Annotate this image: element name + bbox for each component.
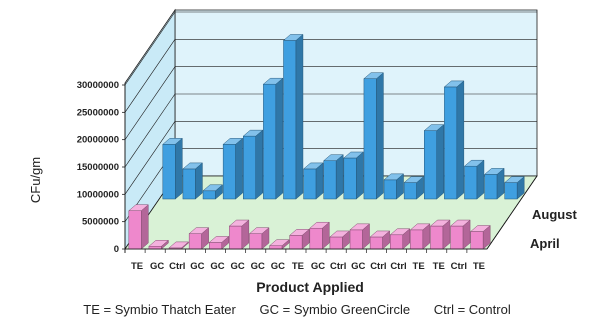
x-tick-label: TE bbox=[131, 261, 143, 272]
bar-april bbox=[208, 235, 230, 250]
bar-august bbox=[343, 151, 364, 200]
bar-april bbox=[329, 230, 351, 250]
bar-april bbox=[188, 227, 210, 250]
bar-august bbox=[363, 72, 385, 200]
x-tick-label: TE bbox=[292, 261, 304, 272]
bar-august bbox=[323, 154, 344, 200]
footnote-gc: GC = Symbio GreenCircle bbox=[259, 302, 411, 317]
x-tick-label: TE bbox=[473, 261, 485, 272]
x-tick-label: GC bbox=[150, 261, 164, 272]
x-tick-label: Ctrl bbox=[451, 261, 467, 272]
bar-august bbox=[483, 167, 505, 200]
bar-april bbox=[409, 223, 431, 250]
x-axis-label: Product Applied bbox=[256, 279, 364, 295]
bar-april bbox=[449, 219, 471, 250]
gridline-side bbox=[124, 39, 176, 113]
footnote-ctrl: Ctrl = Control bbox=[433, 302, 511, 317]
bar-april bbox=[389, 228, 411, 250]
bar-august bbox=[262, 77, 284, 200]
y-tick-label: 15000000 bbox=[77, 162, 119, 173]
x-tick-label: TE bbox=[433, 261, 445, 272]
x-tick-label: Ctrl bbox=[330, 261, 346, 272]
y-tick-label: 10000000 bbox=[77, 189, 119, 200]
y-tick-label: 0 bbox=[114, 244, 119, 255]
bar-april bbox=[268, 239, 290, 250]
gridline-side bbox=[124, 11, 176, 86]
bar-august bbox=[383, 173, 405, 200]
bar-april bbox=[349, 223, 371, 250]
chart-bars bbox=[128, 33, 525, 250]
bar-august bbox=[302, 162, 324, 200]
y-tick-label: 5000000 bbox=[82, 217, 119, 228]
x-tick-label: GC bbox=[271, 261, 285, 272]
bar-august bbox=[282, 33, 304, 200]
bar-august bbox=[463, 159, 485, 200]
legend-footnote: TE = Symbio Thatch Eater GC = Symbio Gre… bbox=[0, 302, 594, 317]
x-tick-label: GC bbox=[251, 261, 265, 272]
y-tick-label: 25000000 bbox=[77, 107, 119, 118]
x-tick-label: GC bbox=[190, 261, 204, 272]
bar-august bbox=[403, 176, 425, 200]
y-axis-label: CFu/gm bbox=[28, 157, 43, 203]
series-label-august: August bbox=[532, 207, 577, 222]
x-tick-label: GC bbox=[210, 261, 224, 272]
series-label-april: April bbox=[530, 236, 560, 251]
y-tick-label: 30000000 bbox=[77, 80, 119, 91]
bar-april bbox=[228, 219, 250, 250]
x-tick-label: GC bbox=[351, 261, 365, 272]
gridline-side bbox=[124, 93, 176, 168]
depth-axis-line bbox=[486, 175, 538, 250]
gridline-side bbox=[124, 66, 176, 140]
bar-april bbox=[168, 241, 190, 250]
bar-april bbox=[248, 227, 270, 250]
y-tick-label: 20000000 bbox=[77, 135, 119, 146]
x-axis-ticks: TE GC Ctrl GC GC GC GC GC TE GC Ctrl GC Ctrl Ctrl TE TE… bbox=[124, 175, 538, 272]
bar-april bbox=[128, 204, 149, 250]
bar-april bbox=[470, 224, 491, 250]
x-tick-label: Ctrl bbox=[370, 261, 386, 272]
x-tick-label: GC bbox=[311, 261, 325, 272]
bar-august bbox=[423, 124, 445, 200]
chart: 30000000 25000000 20000000 15000000 10000000… bbox=[28, 8, 577, 295]
bar-august bbox=[443, 80, 465, 200]
x-tick-label: Ctrl bbox=[390, 261, 406, 272]
bar-august bbox=[242, 129, 264, 200]
x-tick-label: Ctrl bbox=[169, 261, 185, 272]
footnote-te: TE = Symbio Thatch Eater bbox=[83, 302, 236, 317]
bar-august bbox=[504, 176, 525, 200]
bar-august bbox=[182, 162, 204, 200]
x-tick-label: GC bbox=[230, 261, 244, 272]
bar-april bbox=[429, 219, 451, 250]
gridline-side bbox=[124, 121, 176, 195]
x-tick-label: TE bbox=[413, 261, 425, 272]
bar-april bbox=[309, 221, 330, 250]
y-axis-ticks: 30000000 25000000 20000000 15000000 10000000… bbox=[77, 80, 125, 255]
bar-april bbox=[289, 228, 310, 250]
bar-august bbox=[222, 137, 244, 200]
bar-august bbox=[202, 184, 224, 200]
bar-august bbox=[162, 137, 183, 200]
